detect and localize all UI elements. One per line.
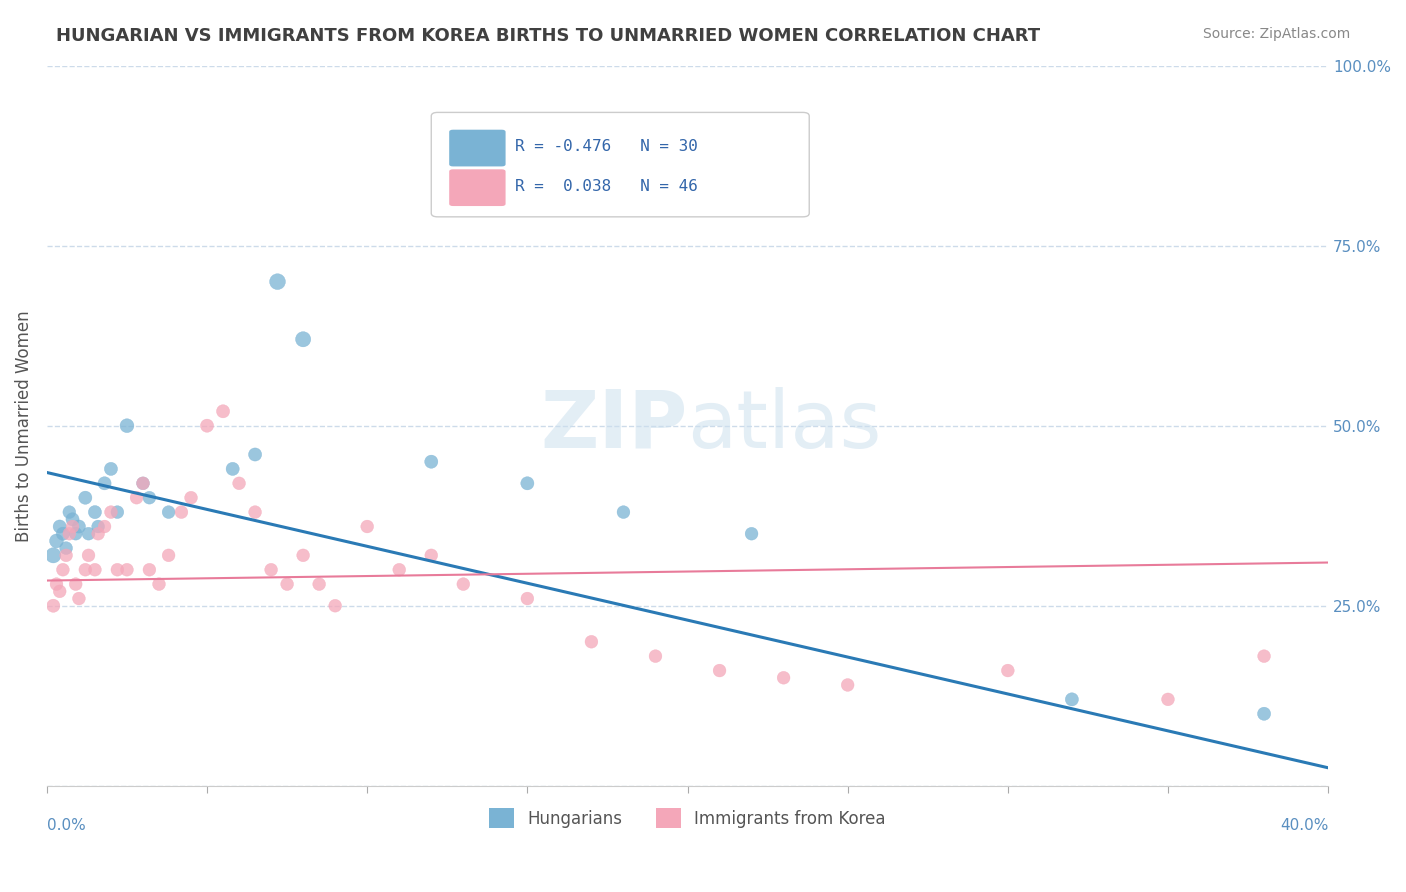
Point (87, 526, 110, 541)
Point (612, 505, 634, 519)
Point (62, 512, 84, 526)
Point (1253, 706, 1275, 721)
Text: R = -0.476   N = 30: R = -0.476 N = 30 (515, 139, 697, 154)
Point (420, 549, 443, 563)
Point (67, 591, 90, 606)
Point (516, 476, 538, 491)
Point (67, 519, 90, 533)
FancyBboxPatch shape (432, 112, 810, 217)
Point (1157, 692, 1180, 706)
Point (132, 476, 155, 491)
Point (45, 533, 67, 548)
Point (115, 563, 138, 577)
Point (105, 505, 128, 519)
Point (125, 491, 148, 505)
Point (138, 563, 160, 577)
Point (292, 332, 315, 346)
Point (1253, 649, 1275, 664)
Point (65, 577, 87, 591)
Point (180, 491, 202, 505)
Point (581, 634, 603, 648)
Point (243, 505, 266, 519)
Point (772, 671, 794, 685)
Point (93, 476, 115, 491)
Text: R =  0.038   N = 46: R = 0.038 N = 46 (515, 179, 697, 194)
Point (132, 476, 155, 491)
Point (356, 519, 378, 533)
Point (77, 526, 100, 541)
Text: 40.0%: 40.0% (1279, 818, 1329, 833)
Point (997, 664, 1019, 678)
Point (100, 505, 122, 519)
Point (323, 599, 346, 613)
Point (84, 563, 107, 577)
Point (65, 526, 87, 541)
Point (157, 549, 180, 563)
Point (55, 549, 77, 563)
Point (42, 599, 65, 613)
Point (52, 563, 75, 577)
Point (388, 563, 411, 577)
Point (75, 491, 97, 505)
Point (115, 418, 138, 433)
Point (55, 541, 77, 555)
Point (276, 577, 298, 591)
Point (292, 549, 315, 563)
Point (105, 563, 128, 577)
Point (148, 577, 170, 591)
Point (84, 505, 107, 519)
Point (77, 549, 100, 563)
Legend: Hungarians, Immigrants from Korea: Hungarians, Immigrants from Korea (482, 801, 893, 835)
Point (212, 404, 235, 418)
Y-axis label: Births to Unmarried Women: Births to Unmarried Women (15, 310, 32, 541)
Text: Source: ZipAtlas.com: Source: ZipAtlas.com (1202, 27, 1350, 41)
FancyBboxPatch shape (449, 169, 506, 206)
Point (48, 519, 70, 533)
Point (170, 505, 193, 519)
Point (58, 505, 80, 519)
Text: 0.0%: 0.0% (46, 818, 86, 833)
Text: HUNGARIAN VS IMMIGRANTS FROM KOREA BIRTHS TO UNMARRIED WOMEN CORRELATION CHART: HUNGARIAN VS IMMIGRANTS FROM KOREA BIRTH… (56, 27, 1040, 45)
Point (1060, 692, 1083, 706)
Point (42, 549, 65, 563)
Point (93, 519, 115, 533)
Point (221, 462, 243, 476)
Point (45, 577, 67, 591)
Point (420, 455, 443, 469)
Point (453, 577, 475, 591)
Point (52, 526, 75, 541)
Point (157, 505, 180, 519)
Point (308, 577, 330, 591)
Point (516, 591, 538, 606)
Point (260, 563, 283, 577)
Point (100, 462, 122, 476)
Point (741, 526, 763, 541)
Text: atlas: atlas (688, 387, 882, 465)
Point (266, 275, 288, 289)
FancyBboxPatch shape (449, 129, 506, 167)
Point (62, 519, 84, 533)
Point (58, 526, 80, 541)
Point (87, 519, 110, 533)
Point (837, 678, 859, 692)
Point (243, 448, 266, 462)
Point (75, 563, 97, 577)
Point (138, 491, 160, 505)
Point (228, 476, 250, 491)
Point (195, 418, 218, 433)
Text: ZIP: ZIP (540, 387, 688, 465)
Point (709, 664, 731, 678)
Point (644, 649, 666, 664)
Point (48, 584, 70, 599)
